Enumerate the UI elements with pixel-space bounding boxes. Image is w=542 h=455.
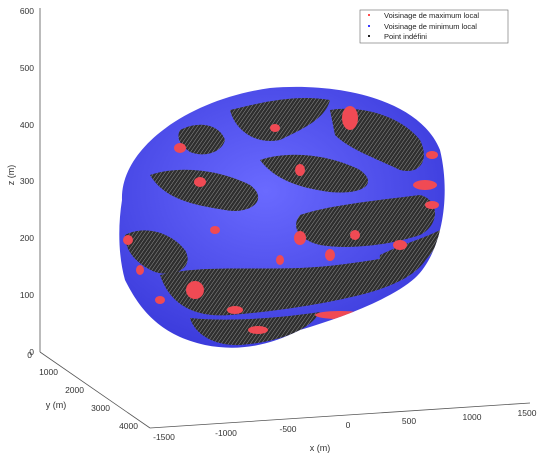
maximum-patch [155,296,165,304]
z-axis-ticks: 600 500 400 300 200 100 0 [20,6,34,357]
maximum-patch [270,124,280,132]
undefined-region [230,98,330,141]
undefined-region [260,154,369,193]
z-tick-label: 600 [20,6,34,16]
x-tick-label: 1500 [518,408,537,418]
legend: Voisinage de maximum local Voisinage de … [359,9,509,44]
legend-marker-undefined [368,35,370,37]
x-axis-ticks: -1500 -1000 -500 0 500 1000 1500 [153,408,537,442]
y-tick-label: 1000 [39,367,58,377]
y-axis-label: y (m) [46,400,67,410]
y-tick-label: 2000 [65,385,84,395]
y-tick-label: 0 [27,350,32,360]
legend-entry-minimum: Voisinage de minimum local [384,22,477,31]
maximum-patch [295,164,305,176]
undefined-region [379,230,440,273]
maximum-patch [294,231,306,245]
z-axis-label: z (m) [6,165,16,186]
x-axis-label: x (m) [310,443,331,453]
z-tick-label: 0 [29,347,34,357]
z-tick-label: 100 [20,290,34,300]
x-tick-label: 0 [346,420,351,430]
maximum-patch [276,255,284,265]
x-tick-label: -1500 [153,432,175,442]
maximum-patch [426,151,438,159]
legend-entry-maximum: Voisinage de maximum local [384,11,479,20]
maximum-patch [186,281,204,299]
maximum-patch [342,106,358,130]
maximum-patch [248,326,268,334]
undefined-region [178,124,225,155]
undefined-region [150,169,259,211]
x-tick-label: 500 [402,416,416,426]
maximum-patch [413,180,437,190]
maximum-patch [393,240,407,250]
y-tick-label: 4000 [119,421,138,431]
axes-frame [39,8,531,429]
maximum-patch [210,226,220,234]
maximum-patch [123,235,133,245]
y-tick-label: 3000 [91,403,110,413]
x-axis-line [149,402,531,429]
undefined-region [296,195,435,247]
y-axis-line [39,351,151,429]
maximum-patch [136,265,144,275]
asteroid-surface [119,86,445,348]
x-tick-label: -500 [279,424,296,434]
maximum-patch [425,201,439,209]
x-tick-label: 1000 [463,412,482,422]
z-tick-label: 400 [20,120,34,130]
maximum-patch [350,230,360,240]
legend-entry-undefined: Point indéfini [384,32,427,41]
maximum-patch [315,311,365,319]
legend-marker-maximum [368,14,370,16]
z-tick-label: 200 [20,233,34,243]
undefined-region [125,230,188,274]
legend-box [359,9,509,44]
maximum-patch [194,177,206,187]
x-tick-label: -1000 [215,428,237,438]
z-tick-label: 500 [20,63,34,73]
maximum-patch [325,249,335,261]
legend-marker-minimum [368,25,370,27]
maximum-patch [227,306,243,314]
maximum-patch [174,143,186,153]
undefined-region [160,250,430,316]
y-axis-ticks: 0 1000 2000 3000 4000 [27,350,138,431]
z-tick-label: 300 [20,176,34,186]
